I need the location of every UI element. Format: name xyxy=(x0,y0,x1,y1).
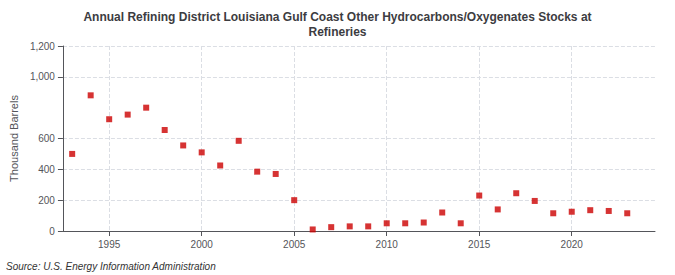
svg-text:200: 200 xyxy=(38,195,55,206)
svg-text:Thousand Barrels: Thousand Barrels xyxy=(8,95,20,182)
svg-text:Refineries: Refineries xyxy=(308,25,366,39)
svg-text:2000: 2000 xyxy=(191,239,214,250)
svg-text:2015: 2015 xyxy=(468,239,491,250)
svg-text:600: 600 xyxy=(38,133,55,144)
svg-text:2020: 2020 xyxy=(561,239,584,250)
svg-text:2010: 2010 xyxy=(376,239,399,250)
svg-text:Annual Refining District Louis: Annual Refining District Louisiana Gulf … xyxy=(83,10,591,24)
svg-text:1,000: 1,000 xyxy=(30,71,55,82)
svg-text:0: 0 xyxy=(49,226,55,237)
svg-text:1,200: 1,200 xyxy=(30,41,55,52)
svg-text:1995: 1995 xyxy=(98,239,121,250)
svg-text:2005: 2005 xyxy=(283,239,306,250)
svg-text:Source: U.S. Energy Informatio: Source: U.S. Energy Information Administ… xyxy=(6,261,216,272)
svg-text:400: 400 xyxy=(38,164,55,175)
